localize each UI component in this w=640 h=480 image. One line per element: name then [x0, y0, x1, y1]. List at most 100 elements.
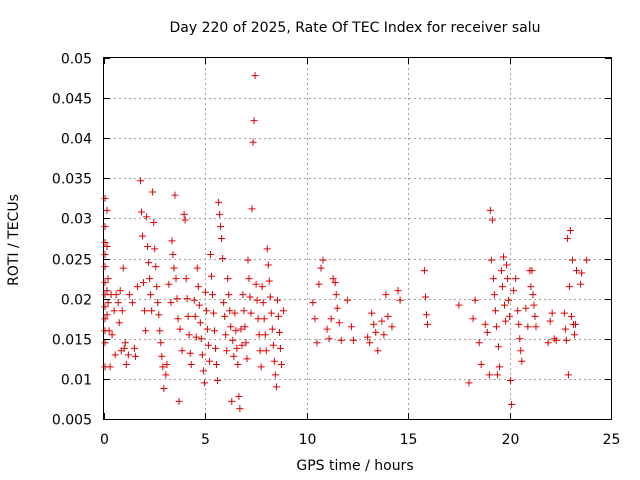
data-point [235, 393, 243, 401]
data-point [125, 291, 133, 299]
data-point [232, 327, 240, 335]
data-point [158, 352, 166, 360]
data-point [101, 222, 109, 230]
data-point [106, 363, 114, 371]
data-point [583, 256, 591, 264]
data-point [222, 331, 230, 339]
data-point [182, 275, 190, 283]
data-point [491, 307, 499, 315]
data-point [144, 243, 152, 251]
data-point [494, 343, 502, 351]
data-point [186, 349, 194, 357]
data-point [548, 309, 556, 317]
data-point [154, 299, 162, 307]
data-point [101, 239, 109, 247]
data-point [139, 232, 147, 240]
data-point [420, 267, 428, 275]
data-point [147, 291, 155, 299]
data-point [162, 371, 170, 379]
data-point [213, 360, 221, 368]
data-point [133, 283, 141, 291]
y-tick-label: 0.03 [61, 212, 92, 228]
data-point [500, 253, 508, 261]
data-point [194, 283, 202, 291]
data-point [565, 283, 573, 291]
data-point [212, 344, 220, 352]
data-point [455, 301, 463, 309]
data-point [512, 275, 520, 283]
data-point [240, 307, 248, 315]
data-point [490, 291, 498, 299]
data-point [272, 383, 280, 391]
y-axis-ticks: 0.005 0.01 0.015 0.02 0.025 0.03 0.035 0.04 0.04… [52, 52, 611, 429]
data-point [247, 309, 255, 317]
data-point [200, 379, 208, 387]
x-tick-label: 25 [603, 432, 621, 448]
data-point [502, 317, 510, 325]
data-point [122, 360, 130, 368]
data-point [325, 335, 333, 343]
data-point [101, 303, 109, 311]
data-point [131, 352, 139, 360]
data-point [204, 341, 212, 349]
y-tick-label: 0.04 [61, 132, 92, 148]
data-point [137, 177, 145, 185]
data-point [184, 312, 192, 320]
data-point [323, 325, 331, 333]
data-point [174, 315, 182, 323]
data-point [396, 296, 404, 304]
data-point [124, 351, 132, 359]
y-tick-label: 0.025 [52, 253, 92, 269]
data-point [421, 293, 429, 301]
data-point [313, 339, 321, 347]
data-point [148, 307, 156, 315]
data-point [347, 323, 355, 331]
data-point [196, 319, 204, 327]
data-point [497, 267, 505, 275]
data-point [507, 376, 515, 384]
data-point [220, 299, 228, 307]
data-point [471, 296, 479, 304]
data-point [563, 235, 571, 242]
data-point [101, 339, 109, 347]
data-point [226, 307, 234, 315]
data-point [111, 351, 119, 359]
data-point [577, 280, 585, 288]
data-point [487, 256, 495, 264]
data-point [327, 315, 335, 323]
data-point [105, 327, 113, 335]
data-point [168, 237, 176, 245]
data-point [201, 288, 209, 296]
data-point [197, 335, 205, 343]
data-point [224, 275, 232, 283]
data-point [270, 357, 278, 365]
data-point [140, 279, 148, 287]
data-point [508, 401, 516, 409]
data-point [183, 295, 191, 303]
data-point [333, 304, 341, 312]
data-point [153, 283, 161, 291]
data-point [192, 333, 200, 341]
x-axis-label: GPS time / hours [296, 458, 413, 474]
data-point [261, 331, 269, 339]
data-point [207, 272, 215, 280]
data-point [568, 256, 576, 264]
data-point [561, 325, 569, 333]
data-point [244, 256, 252, 264]
data-point [208, 291, 216, 299]
data-point [103, 287, 111, 295]
data-point [190, 296, 198, 304]
data-point [191, 312, 199, 320]
data-point [267, 309, 275, 317]
data-point [227, 323, 235, 331]
data-point [243, 355, 251, 363]
data-point [504, 275, 512, 283]
data-point [193, 264, 201, 272]
data-point [233, 344, 241, 352]
data-point [101, 194, 109, 202]
data-point [343, 296, 351, 304]
data-point [263, 245, 271, 253]
data-point [499, 283, 507, 291]
data-point [101, 279, 109, 287]
